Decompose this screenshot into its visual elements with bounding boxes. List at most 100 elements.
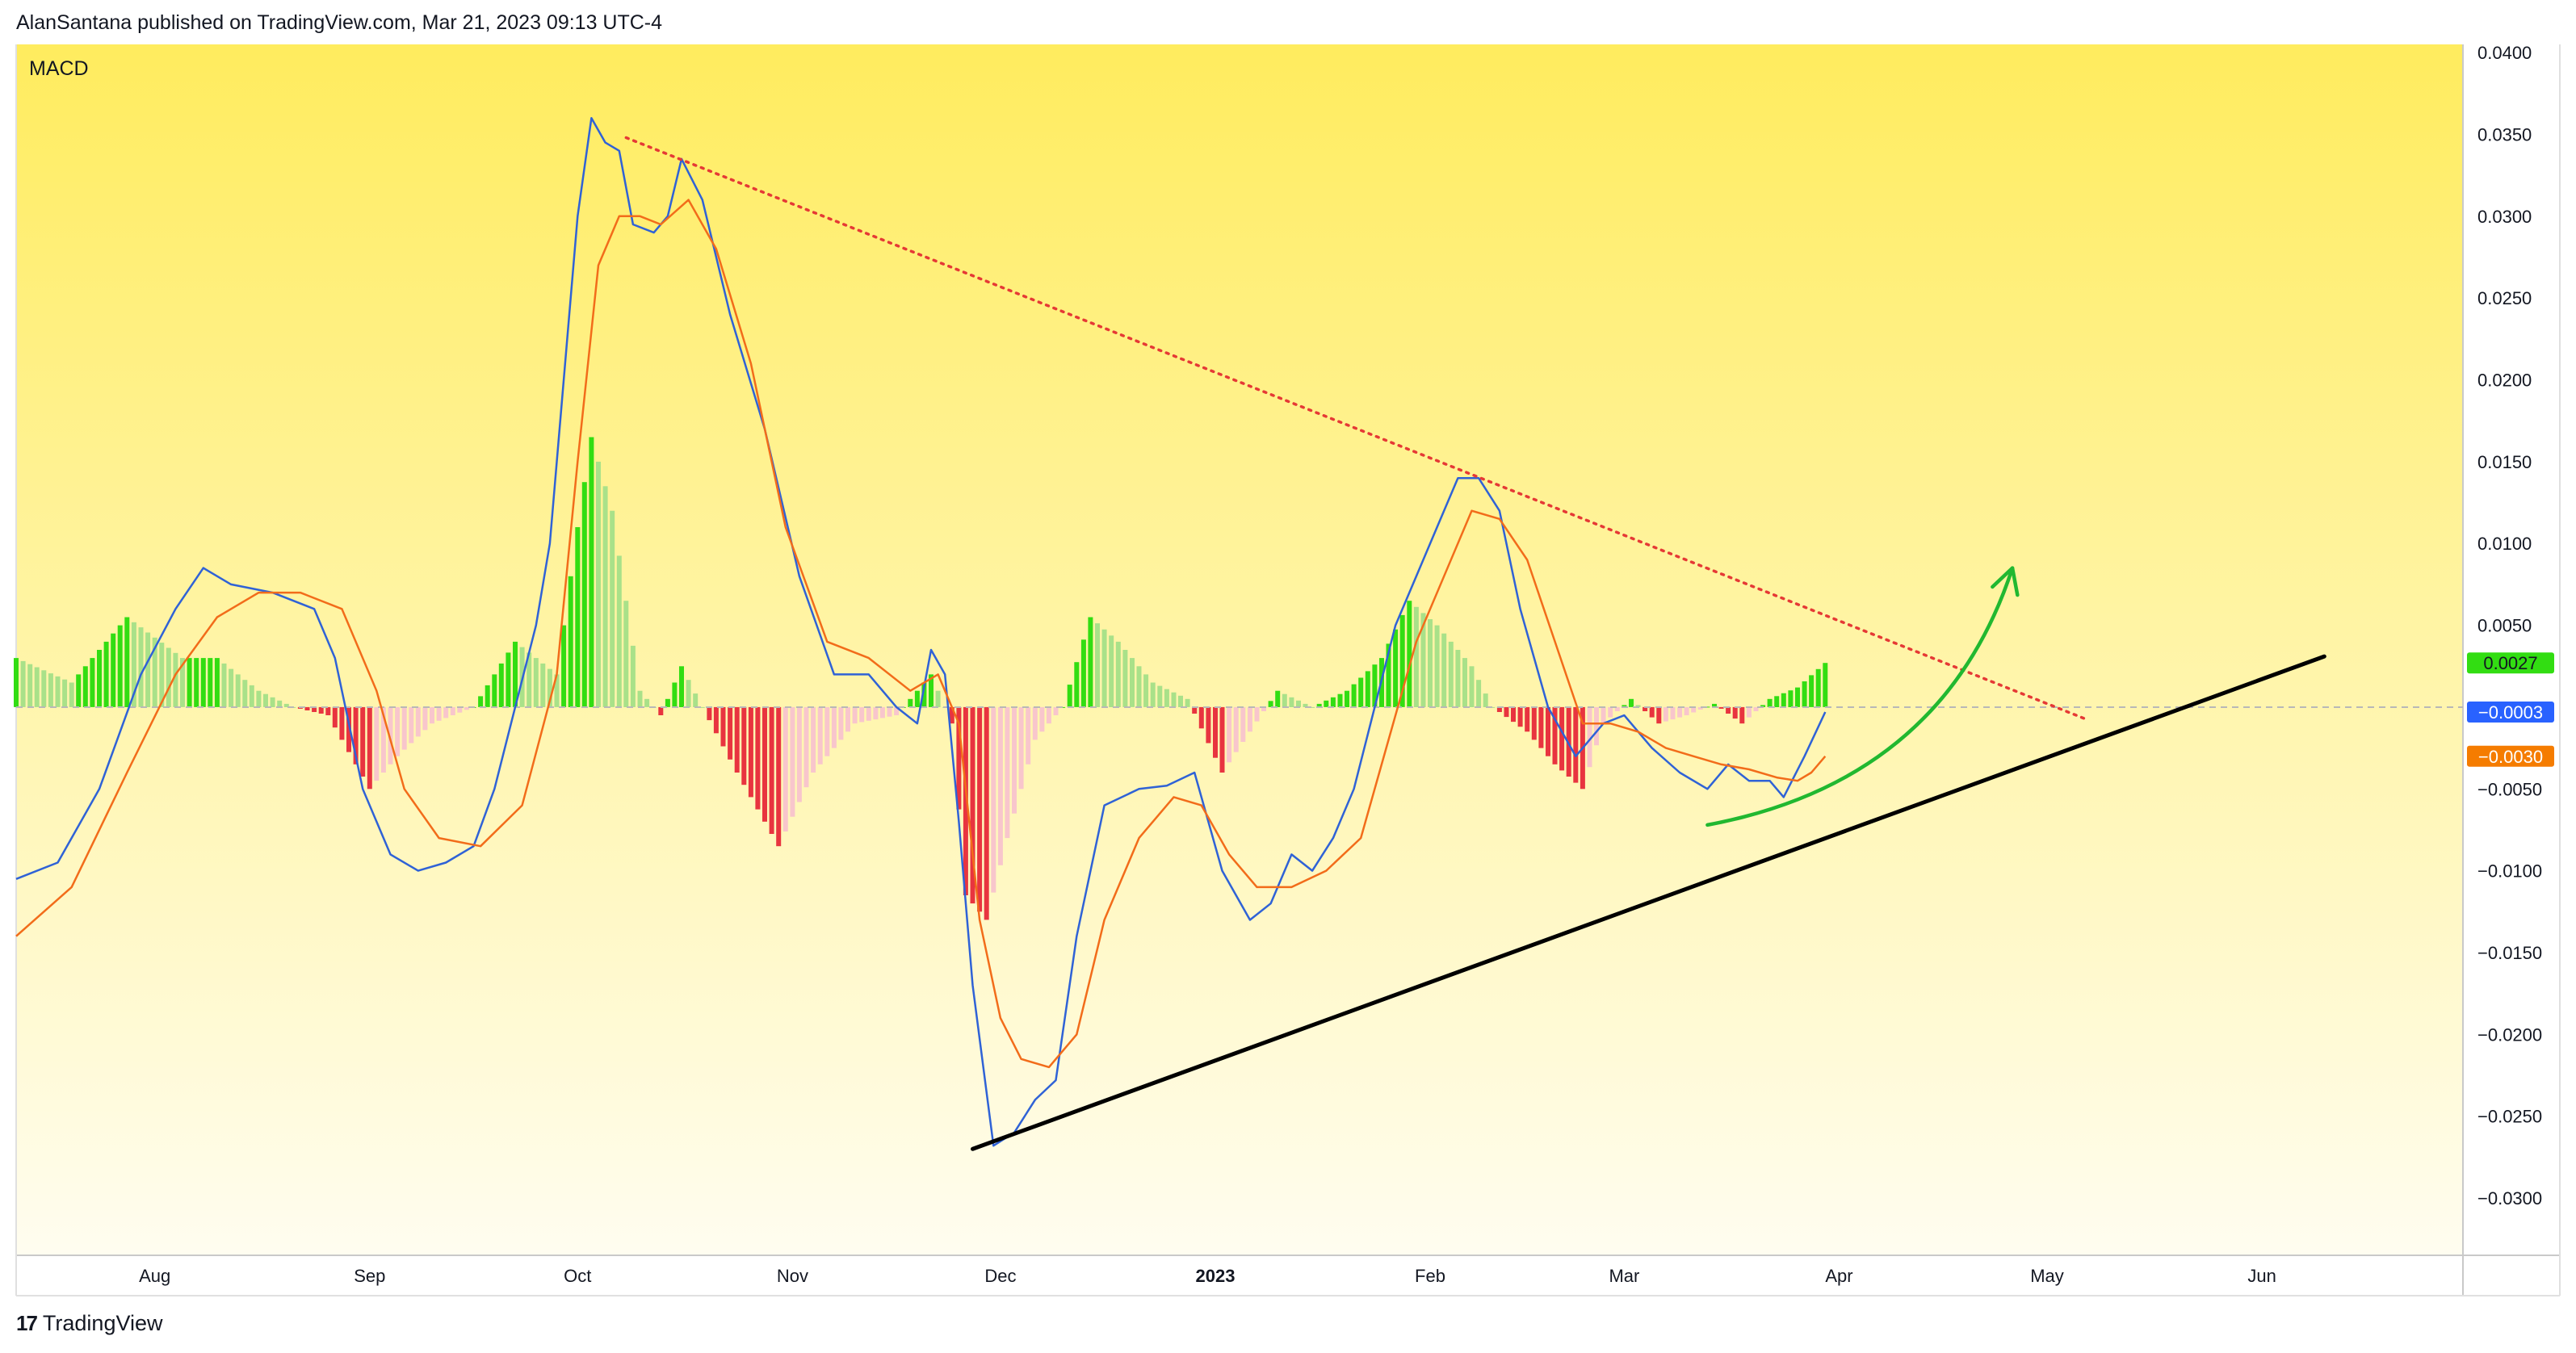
histogram-bar-14 [111,633,116,707]
x-tick-label: Aug [139,1266,170,1286]
histogram-bar-74 [527,652,532,707]
histogram-bar-152 [1067,685,1072,707]
histogram-bar-104 [734,706,740,773]
histogram-bar-125 [879,706,885,718]
histogram-bar-255 [1781,693,1786,707]
histogram-bar-170 [1192,706,1198,714]
histogram-bar-31 [229,668,234,707]
histogram-bar-174 [1219,706,1225,773]
histogram-bar-238 [1663,706,1668,722]
histogram-bar-124 [873,706,879,720]
histogram-bar-131 [921,682,927,707]
histogram-bar-248 [1732,706,1738,719]
histogram-bar-165 [1157,685,1163,707]
histogram-bar-141 [991,706,996,893]
histogram-bar-171 [1198,706,1204,729]
histogram-bar-112 [790,706,795,817]
histogram-bar-212 [1483,693,1488,707]
histogram-bar-176 [1233,706,1239,752]
x-tick-label: Oct [564,1266,591,1286]
histogram-bar-117 [824,706,830,756]
x-tick-label: May [2030,1266,2064,1286]
histogram-bar-223 [1559,706,1565,771]
histogram-bar-207 [1448,641,1454,707]
y-tick-label: −0.0150 [2477,943,2542,963]
histogram-bar-253 [1767,698,1773,707]
histogram-bar-147 [1032,706,1038,740]
histogram-bar-53 [380,706,386,773]
histogram-bar-75 [533,658,539,707]
histogram-bar-123 [866,706,871,721]
histogram-bar-137 [963,706,968,895]
indicator-label: MACD [29,57,89,80]
histogram-bar-130 [914,690,920,707]
macd-histogram [14,437,1828,920]
y-tick-label: −0.0200 [2477,1024,2542,1045]
histogram-bar-9 [76,674,82,707]
histogram-bar-214 [1496,706,1502,712]
histogram-bar-209 [1462,658,1467,707]
tradingview-mark-icon: 17 [16,1311,38,1335]
x-tick-label: Jun [2247,1266,2276,1286]
histogram-bar-83 [589,437,594,707]
histogram-bar-55 [395,706,401,756]
y-tick-label: 0.0100 [2477,534,2532,554]
histogram-bar-102 [720,706,726,747]
histogram-bar-185 [1296,700,1301,707]
histogram-bar-194 [1358,677,1364,707]
tradingview-logo[interactable]: 17 TradingView [16,1311,163,1336]
histogram-bar-44 [318,706,324,714]
histogram-bar-155 [1088,617,1093,707]
histogram-bar-189 [1324,700,1329,707]
y-tick-label: 0.0350 [2477,125,2532,145]
histogram-bar-22 [166,647,171,707]
histogram-bar-257 [1795,687,1800,707]
histogram-bar-121 [852,706,858,724]
histogram-bar-133 [935,690,941,707]
histogram-bar-33 [242,680,248,707]
histogram-bar-142 [997,706,1003,865]
histogram-bar-93 [658,706,664,715]
price-axis: 0.0400 0.0350 0.0300 0.0250 0.0200 0.0150 0.01… [2477,43,2542,1208]
histogram-bar-56 [401,706,407,750]
histogram-bar-234 [1635,705,1641,707]
histogram-bar-77 [547,668,552,707]
histogram-bar-229 [1601,706,1606,724]
histogram-bar-17 [131,622,136,707]
histogram-bar-232 [1622,705,1627,707]
histogram-bar-159 [1115,641,1121,707]
histogram-bar-203 [1420,613,1426,707]
histogram-bar-169 [1185,698,1190,707]
histogram-bar-148 [1039,706,1045,732]
histogram-bar-99 [699,706,705,708]
y-tick-label: 0.0050 [2477,616,2532,636]
histogram-bar-168 [1178,695,1183,707]
histogram-bar-111 [782,706,788,831]
histogram-bar-27 [200,658,206,707]
histogram-bar-188 [1316,703,1322,707]
histogram-bar-250 [1746,706,1752,718]
histogram-bar-110 [776,706,782,847]
histogram-bar-236 [1649,706,1655,718]
histogram-bar-37 [270,697,275,707]
last-value-badge-bg [2467,652,2554,674]
bullish-arrow-head-icon [1991,566,2020,597]
histogram-bar-160 [1122,650,1128,707]
histogram-bar-184 [1289,697,1294,707]
histogram-bar-199 [1393,629,1399,707]
histogram-bar-239 [1670,706,1676,720]
macd-line [15,116,1827,1147]
histogram-bar-235 [1643,706,1648,711]
y-tick-label: −0.0100 [2477,861,2542,882]
histogram-bar-18 [138,627,144,707]
last-value-text: 0.0027 [2483,653,2537,673]
price-scale-background[interactable] [2463,44,2560,1255]
drawing-annotations [624,136,2326,1151]
histogram-bar-228 [1594,706,1599,746]
histogram-bar-91 [644,698,650,707]
histogram-bar-213 [1490,706,1496,708]
histogram-bar-78 [554,674,560,707]
histogram-bar-28 [208,658,213,707]
histogram-bar-245 [1712,703,1717,707]
